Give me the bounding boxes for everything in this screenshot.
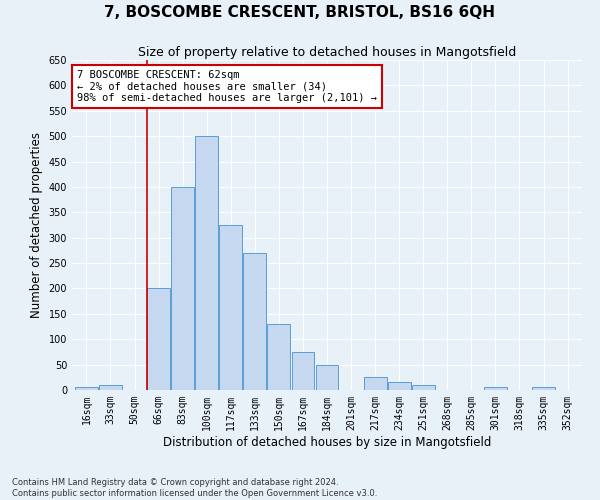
Bar [75,388,98,390]
Bar [220,225,242,390]
Bar [268,324,290,390]
Bar [171,187,194,390]
Bar [412,385,434,390]
Title: Size of property relative to detached houses in Mangotsfield: Size of property relative to detached ho… [138,46,516,59]
Bar [99,385,122,390]
Bar [484,388,507,390]
Bar [147,288,170,390]
Bar [364,378,386,390]
Bar [388,382,410,390]
Bar [244,253,266,390]
Text: Contains HM Land Registry data © Crown copyright and database right 2024.
Contai: Contains HM Land Registry data © Crown c… [12,478,377,498]
Text: 7 BOSCOMBE CRESCENT: 62sqm
← 2% of detached houses are smaller (34)
98% of semi-: 7 BOSCOMBE CRESCENT: 62sqm ← 2% of detac… [77,70,377,103]
Bar [316,364,338,390]
X-axis label: Distribution of detached houses by size in Mangotsfield: Distribution of detached houses by size … [163,436,491,448]
Bar [532,388,555,390]
Bar [292,352,314,390]
Text: 7, BOSCOMBE CRESCENT, BRISTOL, BS16 6QH: 7, BOSCOMBE CRESCENT, BRISTOL, BS16 6QH [104,5,496,20]
Y-axis label: Number of detached properties: Number of detached properties [30,132,43,318]
Bar [195,136,218,390]
